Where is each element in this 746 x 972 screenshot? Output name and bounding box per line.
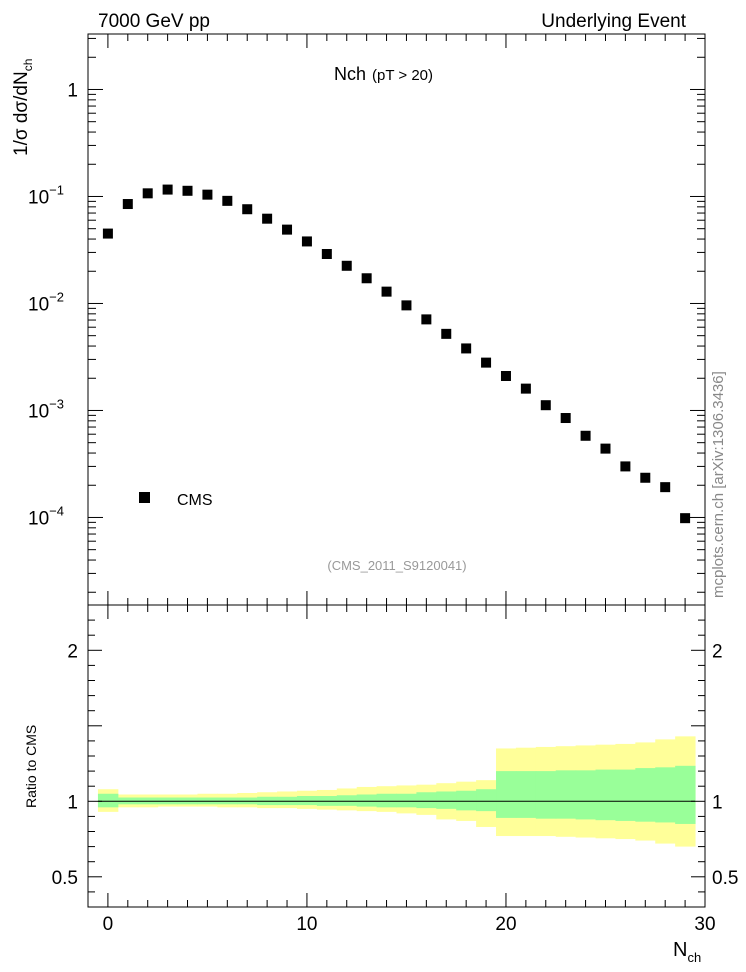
band-bin xyxy=(456,790,477,811)
cms-data-points xyxy=(102,184,691,524)
x-tick-label: 0 xyxy=(103,914,114,935)
main-y-axis-title: 1/σ dσ/dNch xyxy=(11,59,35,156)
ratio-y-tick-label: 0.5 xyxy=(52,868,78,889)
data-point xyxy=(321,248,332,259)
band-bin xyxy=(535,771,557,819)
data-point xyxy=(122,199,133,210)
x-tick-label: 10 xyxy=(296,914,317,935)
band-bin xyxy=(396,793,417,808)
ratio-y-tick-label-right: 1 xyxy=(712,792,723,813)
reference-label: (CMS_2011_S9120041) xyxy=(327,558,466,573)
ratio-plot-panel: 0.5 0.5 1 1 2 2 0 10 20 30 Ratio to CMS Nch xyxy=(23,604,738,965)
band-bin xyxy=(336,795,358,806)
watermark-text: mcplots.cern.ch [arXiv:1306.3436] xyxy=(710,371,727,598)
main-y-axis: 1 10−1 10−2 10−3 10−4 xyxy=(28,37,705,593)
y-tick-label: 10−2 xyxy=(28,289,64,315)
band-bin xyxy=(496,771,517,818)
ratio-y-tick-label-right: 0.5 xyxy=(712,868,738,889)
data-point xyxy=(620,461,631,472)
main-x-axis-ticks xyxy=(87,34,706,605)
data-point xyxy=(640,472,651,483)
band-bin xyxy=(675,765,696,824)
plot-title: Nch (pT > 20) xyxy=(334,64,433,84)
data-point xyxy=(421,314,432,325)
data-point xyxy=(401,300,412,311)
data-point xyxy=(660,482,671,493)
band-bin xyxy=(635,768,656,822)
x-tick-label: 30 xyxy=(694,914,715,935)
data-point xyxy=(222,195,233,206)
header-left-label: 7000 GeV pp xyxy=(98,11,210,32)
data-point xyxy=(481,357,492,368)
data-point xyxy=(680,513,691,524)
cms-legend-label: CMS xyxy=(177,492,213,509)
band-bin xyxy=(416,792,437,809)
data-point xyxy=(202,189,213,200)
band-bin xyxy=(515,771,537,818)
top-legend: CMS xyxy=(139,492,213,509)
x-axis-title: Nch xyxy=(673,939,701,965)
ratio-y-tick-label: 1 xyxy=(67,792,78,813)
data-point xyxy=(341,260,352,271)
data-point xyxy=(381,286,392,297)
band-bin xyxy=(615,769,636,821)
band-bin xyxy=(376,793,397,808)
y-tick-label: 1 xyxy=(67,80,78,101)
data-point xyxy=(580,430,591,441)
data-point xyxy=(242,204,253,215)
ratio-y-tick-label: 2 xyxy=(67,641,78,662)
band-bin xyxy=(555,770,577,819)
ratio-bands xyxy=(97,736,696,847)
band-bin xyxy=(296,796,318,806)
data-point xyxy=(361,273,372,284)
data-point xyxy=(162,184,173,195)
band-bin xyxy=(575,770,597,820)
data-point xyxy=(600,443,611,454)
ratio-y-axis-title: Ratio to CMS xyxy=(23,725,39,808)
data-point xyxy=(182,185,193,196)
data-point xyxy=(142,188,153,199)
band-bin xyxy=(356,794,378,807)
y-tick-label: 10−3 xyxy=(28,396,64,422)
main-plot-frame xyxy=(87,33,706,606)
data-point xyxy=(441,328,452,339)
data-point xyxy=(282,224,293,235)
header-right-label: Underlying Event xyxy=(541,11,686,32)
ratio-x-axis: 0 10 20 30 xyxy=(87,605,716,935)
x-tick-label: 20 xyxy=(495,914,516,935)
cms-legend-marker xyxy=(139,492,150,503)
band-bin xyxy=(97,793,119,808)
data-point xyxy=(500,370,511,381)
data-point xyxy=(540,400,551,411)
data-point xyxy=(102,228,113,239)
main-plot-panel: 1 10−1 10−2 10−3 10−4 Nch (pT > 20) (CMS_2011… xyxy=(11,33,706,606)
band-bin xyxy=(436,791,457,809)
band-bin xyxy=(476,789,497,812)
y-tick-label: 10−1 xyxy=(28,182,64,208)
data-point xyxy=(520,383,531,394)
data-point xyxy=(262,213,273,224)
ratio-y-tick-label-right: 2 xyxy=(712,641,723,662)
band-bin xyxy=(655,767,676,823)
ratio-y-axis: 0.5 0.5 1 1 2 2 xyxy=(52,604,738,908)
data-point xyxy=(461,343,472,354)
data-point xyxy=(560,413,571,424)
band-bin xyxy=(595,769,616,821)
data-point xyxy=(301,236,312,247)
y-tick-label: 10−4 xyxy=(28,503,64,529)
